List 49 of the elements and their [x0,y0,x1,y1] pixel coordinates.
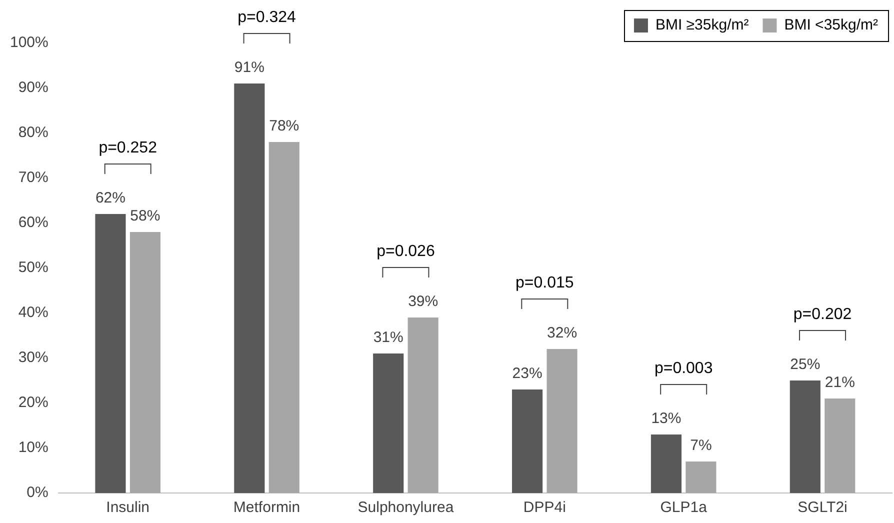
x-tick-label: Metformin [233,499,300,516]
annotation: p=0.003 [654,360,713,377]
x-tick-label: DPP4i [523,499,566,516]
y-tick-label: 40% [18,304,48,322]
y-tick-label: 0% [26,484,48,502]
bar [130,232,160,493]
bar [824,398,856,493]
data-label: 78% [269,118,300,135]
annotation: p=0.252 [98,139,158,156]
y-tick-label: 10% [18,439,48,456]
data-label: 58% [130,208,160,225]
x-tick-label: Sulphonylurea [358,499,454,516]
annotation: p=0.026 [376,242,435,260]
x-tick-label: Insulin [106,499,150,516]
bar [373,354,404,493]
bar [546,349,578,493]
bar [650,434,682,493]
data-label: 31% [373,329,404,346]
x-tick-label: GLP1a [660,499,708,516]
data-label: 13% [651,410,682,428]
bar [686,462,716,493]
bar [790,380,820,493]
data-label: 91% [234,59,264,76]
y-tick-label: 70% [18,169,48,186]
bar [234,84,265,493]
data-label: 39% [408,293,438,310]
x-tick-label: SGLT2i [798,499,848,516]
bar [512,390,543,493]
data-label: 62% [95,190,126,207]
data-label: 32% [547,324,578,342]
data-label: 21% [824,374,855,392]
legend-label: BMI <35kg/m² [784,16,878,34]
bar [268,142,300,493]
annotation: p=0.015 [516,274,574,292]
y-tick-label: 60% [18,214,48,232]
data-label: 25% [790,356,820,374]
y-tick-label: 90% [18,79,48,96]
y-tick-label: 20% [18,394,48,412]
annotation: p=0.202 [793,306,852,323]
bar [95,214,126,493]
text: p=0.324 [238,8,296,26]
y-tick-label: 80% [18,124,48,142]
y-tick-label: 50% [18,259,48,276]
bar [408,318,438,493]
data-label: 7% [690,437,712,454]
data-label: 23% [512,365,542,382]
legend-label: BMI ≥35kg/m² [655,16,749,34]
y-tick-label: 100% [10,34,48,52]
y-tick-label: 30% [18,349,48,366]
